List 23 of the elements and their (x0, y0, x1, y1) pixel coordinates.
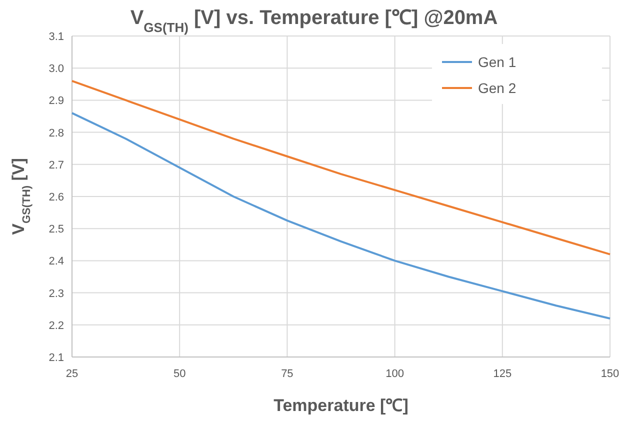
y-tick-label: 2.8 (48, 127, 64, 140)
line-series (71, 80, 611, 256)
y-tick-label: 2.1 (48, 352, 64, 364)
y-tick-label: 2.4 (48, 256, 64, 268)
x-axis-title: Temperature [℃] (274, 396, 408, 415)
x-tick-label: 100 (386, 368, 404, 380)
y-tick-label: 2.6 (48, 192, 64, 204)
x-tick-label: 75 (281, 368, 294, 380)
x-tick-label: 150 (600, 368, 620, 380)
y-tick-label: 3.0 (48, 63, 64, 76)
y-tick-label: 2.7 (48, 159, 64, 172)
y-tick-label: 2.5 (48, 224, 64, 236)
chart-title: V$_{GS(TH)}$ [V] vs. Temperature [℃] @20mA (130, 7, 498, 34)
y-tick-label: 2.9 (48, 95, 64, 108)
y-tick-label: 2.2 (48, 320, 64, 332)
y-tick-label: 3.1 (48, 31, 64, 43)
x-tick-label: 125 (493, 368, 512, 380)
y-tick-label: 2.3 (48, 288, 64, 300)
x-tick-label: 25 (66, 368, 78, 380)
x-tick-label: 50 (173, 368, 186, 380)
legend-label: Gen 2 (478, 80, 516, 96)
line-series (71, 112, 611, 320)
legend-label: Gen 1 (478, 54, 516, 70)
